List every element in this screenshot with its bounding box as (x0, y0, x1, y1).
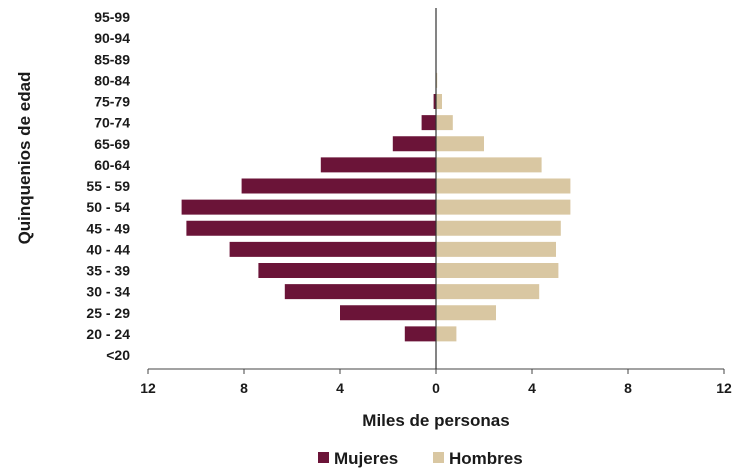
x-tick-label-2: 4 (336, 380, 344, 396)
x-axis-title: Miles de personas (362, 411, 509, 430)
age-label-8: 55 - 59 (86, 178, 130, 194)
bar-hombres-13 (436, 284, 540, 300)
age-label-5: 70-74 (94, 115, 130, 131)
x-tick-label-1: 8 (240, 380, 248, 396)
age-label-10: 45 - 49 (86, 220, 130, 236)
bar-mujeres-8 (241, 178, 436, 194)
legend-label-mujeres: Mujeres (334, 449, 398, 468)
age-label-7: 60-64 (94, 157, 130, 173)
y-axis-title: Quinquenios de edad (15, 72, 34, 245)
age-group-labels: 95-99 90-94 85-89 80-84 75-79 70-74 65-69 60-64… (86, 9, 130, 363)
bar-mujeres-12 (258, 263, 436, 278)
legend: Mujeres Hombres (318, 449, 523, 468)
bar-hombres-14 (436, 305, 496, 321)
bar-mujeres-4 (433, 94, 436, 109)
x-tick-labels: 12 8 4 0 4 8 12 (140, 369, 732, 396)
x-tick-label-3: 0 (432, 380, 440, 396)
legend-swatch-hombres (433, 452, 444, 463)
bar-hombres-4 (436, 94, 442, 109)
bar-hombres-11 (436, 241, 556, 257)
x-tick-label-6: 12 (716, 380, 732, 396)
bar-mujeres-11 (229, 241, 436, 257)
bar-hombres-15 (436, 326, 457, 342)
age-label-11: 40 - 44 (86, 241, 130, 257)
bar-hombres-6 (436, 136, 484, 152)
bar-hombres-12 (436, 263, 559, 278)
x-tick-label-4: 4 (528, 380, 536, 396)
bar-mujeres-5 (421, 115, 436, 131)
age-label-9: 50 - 54 (86, 199, 130, 215)
bar-mujeres-15 (404, 326, 436, 342)
legend-label-hombres: Hombres (449, 449, 523, 468)
bar-hombres-9 (436, 199, 571, 215)
age-label-2: 85-89 (94, 51, 130, 67)
age-label-4: 75-79 (94, 94, 130, 110)
bar-hombres-8 (436, 178, 571, 194)
bar-mujeres-10 (186, 220, 436, 236)
age-label-14: 25 - 29 (86, 305, 130, 321)
age-label-16: <20 (106, 347, 130, 363)
bar-mujeres-9 (181, 199, 436, 215)
x-tick-label-0: 12 (140, 380, 156, 396)
age-label-12: 35 - 39 (86, 263, 130, 279)
bar-mujeres-13 (284, 284, 436, 300)
age-label-3: 80-84 (94, 72, 130, 88)
bars-layer (181, 72, 571, 342)
age-label-13: 30 - 34 (86, 284, 130, 300)
age-label-0: 95-99 (94, 9, 130, 25)
bar-mujeres-7 (320, 157, 436, 173)
x-tick-label-5: 8 (624, 380, 632, 396)
bar-hombres-10 (436, 220, 561, 236)
bar-hombres-7 (436, 157, 542, 173)
age-label-15: 20 - 24 (86, 326, 130, 342)
bar-hombres-5 (436, 115, 453, 131)
legend-swatch-mujeres (318, 452, 329, 463)
bar-mujeres-6 (392, 136, 436, 152)
age-label-6: 65-69 (94, 136, 130, 152)
age-label-1: 90-94 (94, 30, 130, 46)
bar-mujeres-14 (340, 305, 436, 321)
